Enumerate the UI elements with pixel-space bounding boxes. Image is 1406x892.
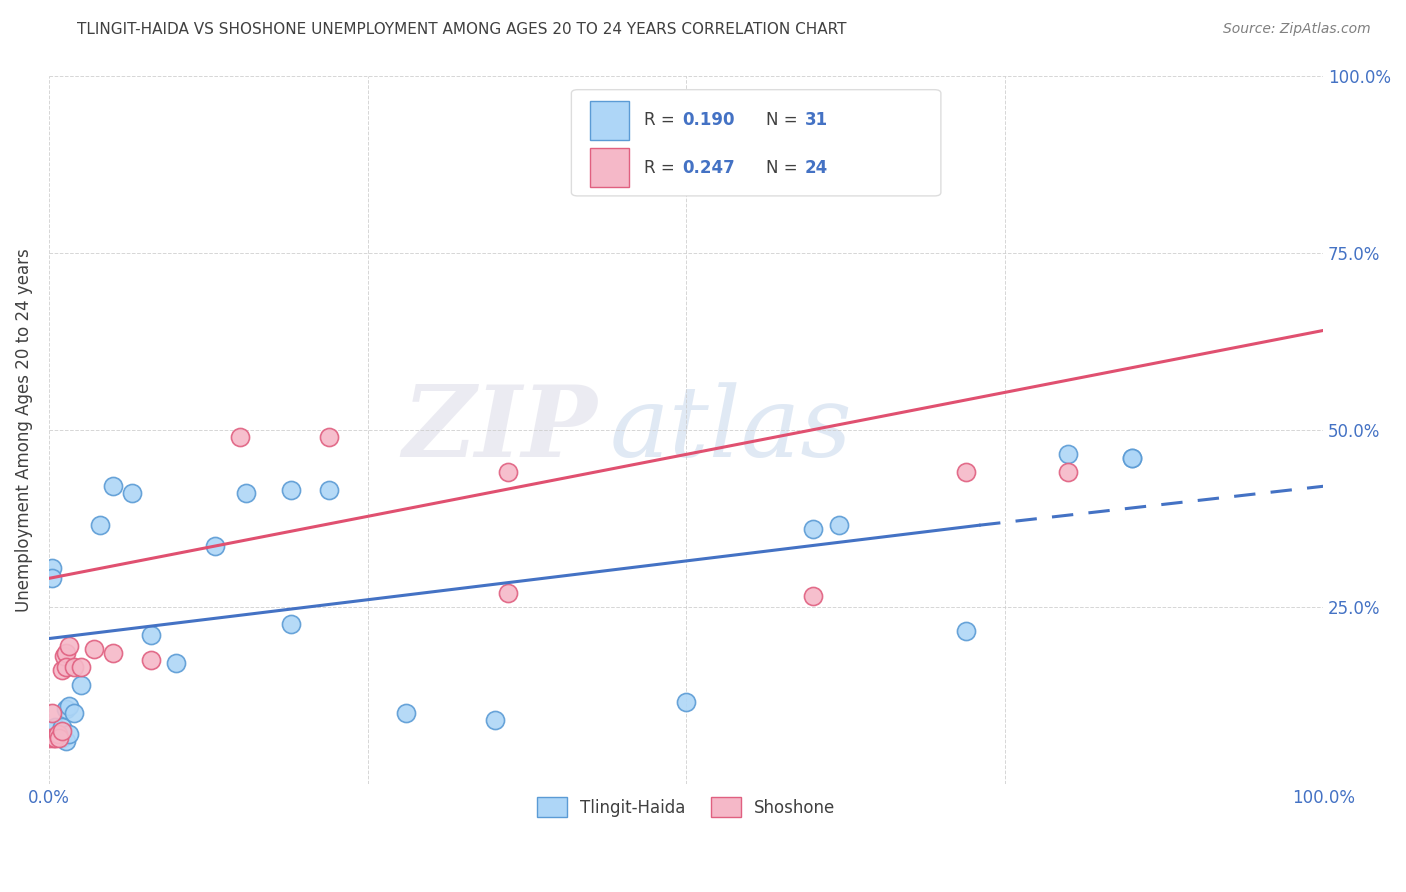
Point — [121, 486, 143, 500]
Point — [58, 727, 80, 741]
Point — [235, 486, 257, 500]
Text: 31: 31 — [804, 112, 828, 129]
Point — [828, 518, 851, 533]
Point — [41, 560, 63, 574]
Point — [229, 430, 252, 444]
Point — [803, 589, 825, 603]
Bar — [591, 101, 628, 140]
Point — [204, 540, 226, 554]
Text: 24: 24 — [804, 159, 828, 177]
Point — [318, 430, 340, 444]
Point — [63, 706, 86, 720]
Bar — [591, 148, 628, 187]
Point — [44, 720, 66, 734]
Point — [280, 483, 302, 497]
Point — [42, 731, 65, 745]
Text: Source: ZipAtlas.com: Source: ZipAtlas.com — [1223, 22, 1371, 37]
Point — [39, 731, 62, 745]
Point — [41, 706, 63, 720]
Point — [101, 479, 124, 493]
Point — [955, 465, 977, 479]
Point — [55, 702, 77, 716]
Point — [280, 617, 302, 632]
Point — [44, 731, 66, 745]
Text: R =: R = — [644, 112, 681, 129]
Point — [48, 727, 70, 741]
Point — [395, 706, 418, 720]
Legend: Tlingit-Haida, Shoshone: Tlingit-Haida, Shoshone — [529, 789, 844, 825]
Point — [53, 649, 76, 664]
Point — [101, 646, 124, 660]
Text: 0.247: 0.247 — [682, 159, 735, 177]
Point — [1057, 447, 1080, 461]
Y-axis label: Unemployment Among Ages 20 to 24 years: Unemployment Among Ages 20 to 24 years — [15, 248, 32, 612]
Text: N =: N = — [766, 112, 803, 129]
Text: 0.190: 0.190 — [682, 112, 735, 129]
Text: ZIP: ZIP — [402, 382, 598, 478]
Point — [55, 734, 77, 748]
Point — [803, 522, 825, 536]
Point — [675, 695, 697, 709]
Point — [955, 624, 977, 639]
Point — [51, 664, 73, 678]
Point — [139, 628, 162, 642]
Point — [55, 660, 77, 674]
Text: N =: N = — [766, 159, 803, 177]
Point — [51, 720, 73, 734]
Point — [139, 653, 162, 667]
Point — [69, 660, 91, 674]
Text: atlas: atlas — [610, 382, 852, 477]
Point — [83, 642, 105, 657]
Point — [58, 639, 80, 653]
Point — [1121, 450, 1143, 465]
Point — [89, 518, 111, 533]
Point — [41, 571, 63, 585]
Point — [63, 660, 86, 674]
Point — [318, 483, 340, 497]
Point — [496, 465, 519, 479]
Point — [51, 731, 73, 745]
Point — [1057, 465, 1080, 479]
Point — [165, 657, 187, 671]
Point — [58, 698, 80, 713]
Point — [51, 723, 73, 738]
Point — [55, 646, 77, 660]
Point — [46, 727, 69, 741]
Point — [48, 731, 70, 745]
Text: TLINGIT-HAIDA VS SHOSHONE UNEMPLOYMENT AMONG AGES 20 TO 24 YEARS CORRELATION CHA: TLINGIT-HAIDA VS SHOSHONE UNEMPLOYMENT A… — [77, 22, 846, 37]
Point — [69, 677, 91, 691]
Text: R =: R = — [644, 159, 681, 177]
Point — [1121, 450, 1143, 465]
Point — [496, 585, 519, 599]
FancyBboxPatch shape — [571, 90, 941, 196]
Point — [484, 713, 506, 727]
